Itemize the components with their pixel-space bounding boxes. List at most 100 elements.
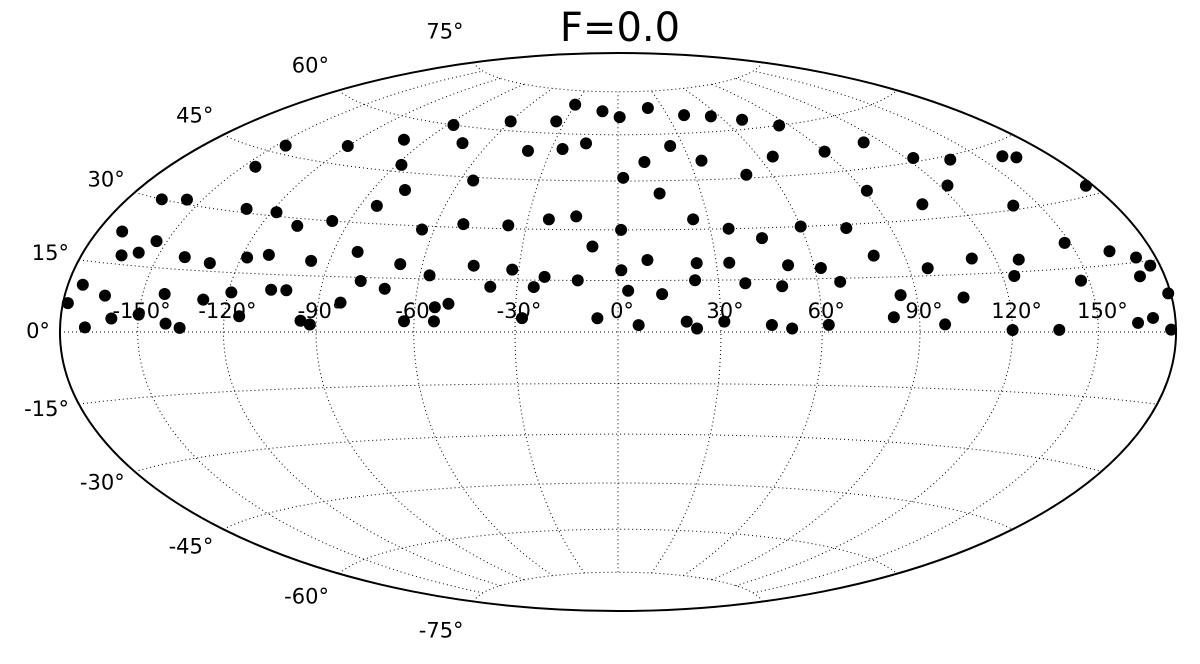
x-tick-label: 30° (706, 299, 743, 323)
point (457, 218, 470, 231)
point (115, 249, 128, 262)
point (150, 235, 163, 248)
point (1006, 324, 1019, 337)
grid-line (473, 62, 763, 93)
point (680, 315, 693, 328)
point (280, 284, 293, 297)
point (704, 110, 717, 123)
point (818, 145, 831, 158)
point (225, 286, 238, 299)
point (756, 232, 769, 245)
grid-line (752, 70, 1099, 594)
point (840, 222, 853, 235)
point (303, 318, 316, 331)
point (687, 213, 700, 226)
point (664, 140, 677, 153)
point (887, 311, 900, 324)
point (860, 184, 873, 197)
point (334, 296, 347, 309)
point (158, 288, 171, 301)
point (78, 321, 91, 334)
point (542, 213, 555, 226)
point (265, 283, 278, 296)
point (515, 312, 528, 325)
point (591, 312, 604, 325)
point (395, 158, 408, 171)
x-tick-label: -30° (497, 299, 542, 323)
point (690, 257, 703, 270)
point (867, 249, 880, 262)
grid-line (223, 134, 1013, 182)
point (270, 206, 283, 219)
point (586, 240, 599, 253)
point (944, 153, 957, 166)
point (428, 301, 441, 314)
point (556, 143, 569, 156)
point (814, 262, 827, 275)
point (996, 150, 1009, 163)
point (1007, 199, 1020, 212)
point (641, 254, 654, 267)
y-tick-label: 15° (32, 241, 69, 265)
point (1132, 316, 1145, 329)
grid-line (683, 87, 823, 577)
point (305, 254, 318, 267)
point (632, 319, 645, 332)
point (538, 270, 551, 283)
point (615, 223, 628, 236)
point (794, 220, 807, 233)
point (1053, 323, 1066, 336)
point (723, 256, 736, 269)
point (615, 264, 628, 277)
point (502, 219, 515, 232)
point (695, 154, 708, 167)
point (1008, 270, 1021, 283)
point (98, 289, 111, 302)
point (442, 297, 455, 310)
point (1010, 151, 1023, 164)
point (689, 274, 702, 287)
point (641, 102, 654, 115)
point (447, 118, 460, 131)
point (766, 150, 779, 163)
point (638, 155, 651, 168)
point (341, 140, 354, 153)
point (521, 144, 534, 157)
point (467, 259, 480, 272)
point (1130, 251, 1143, 264)
y-tick-label: 45° (176, 104, 213, 128)
point (76, 278, 89, 291)
point (427, 315, 440, 328)
point (262, 248, 275, 261)
point (722, 222, 735, 235)
grid-line (514, 90, 586, 574)
grid-line (338, 528, 898, 574)
point (736, 113, 749, 126)
point (1074, 274, 1087, 287)
point (773, 119, 786, 132)
point (1079, 179, 1092, 192)
x-tick-label: 90° (905, 299, 942, 323)
grid-line (222, 77, 501, 587)
point (1144, 259, 1157, 272)
point (834, 275, 847, 288)
chart-title: F=0.0 (560, 5, 680, 51)
point (398, 315, 411, 328)
point (857, 136, 870, 149)
point (822, 318, 835, 331)
point (249, 160, 262, 173)
point (397, 133, 410, 146)
point (622, 284, 635, 297)
grid-line (137, 70, 484, 594)
grid-line (78, 259, 1158, 281)
point (740, 168, 753, 181)
x-tick-label: 0° (610, 299, 634, 323)
point (1147, 311, 1160, 324)
point (173, 321, 186, 334)
point (378, 282, 391, 295)
point (105, 312, 118, 325)
point (291, 219, 304, 232)
x-tick-label: -90° (298, 299, 343, 323)
point (159, 317, 172, 330)
